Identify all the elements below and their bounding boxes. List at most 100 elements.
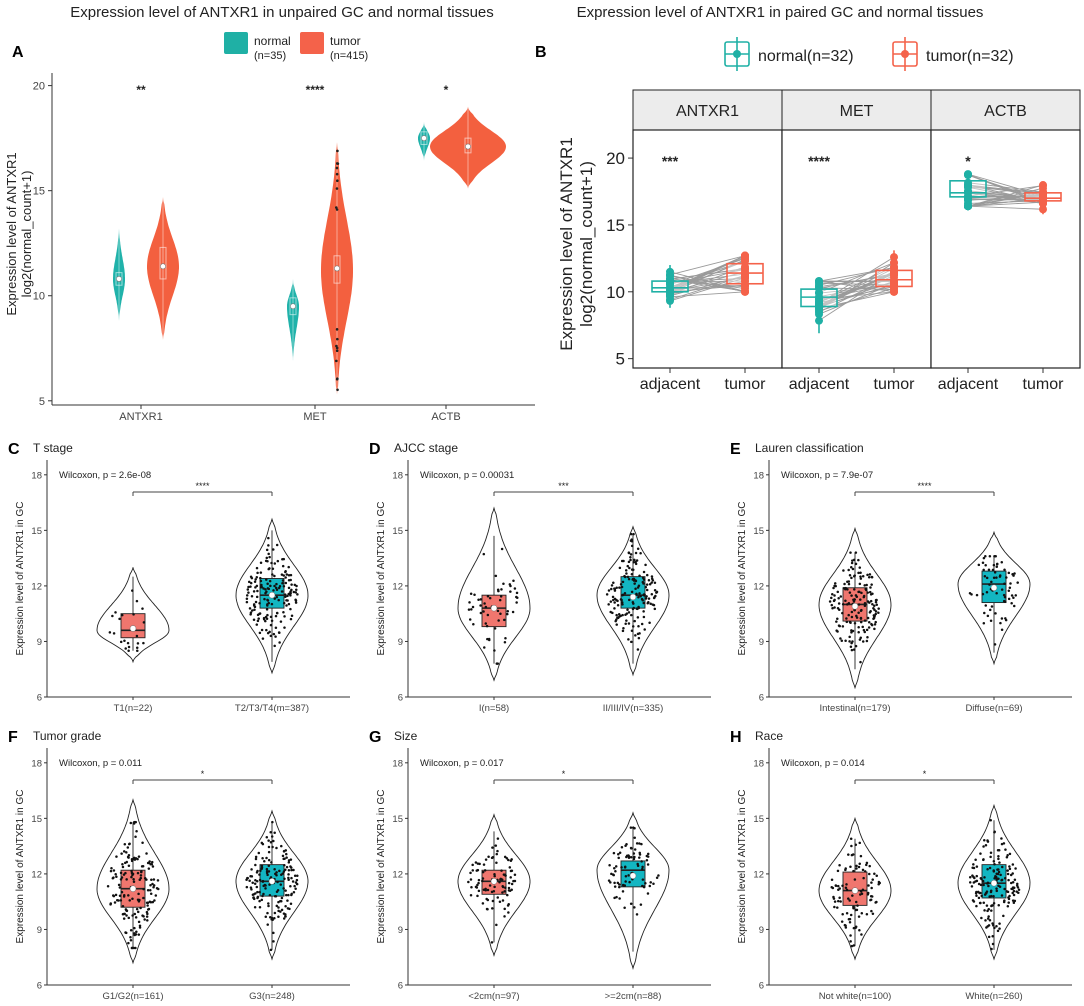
data-point-1 [988,583,991,586]
data-point-1 [282,917,286,920]
data-point-0 [157,887,160,891]
data-point-1 [982,556,986,560]
data-point-1 [648,884,652,888]
data-point-1 [264,887,267,890]
data-point-0 [871,912,875,916]
data-point-0 [477,878,481,882]
data-point-0 [831,886,835,890]
data-point-1 [983,611,986,615]
data-point-0 [499,877,503,881]
data-point-1 [266,599,270,602]
data-point-0 [861,868,865,872]
data-point-1 [254,600,258,604]
data-point-0 [831,606,834,610]
legend-b-tumor: tumor(n=32) [892,37,1014,71]
data-point-1 [255,880,259,883]
data-point-1 [269,840,273,844]
data-point-1 [982,622,986,625]
data-point-1 [265,870,269,873]
data-point-1 [287,876,290,880]
data-point-1 [280,573,284,576]
panel-title: AJCC stage [394,441,458,455]
a-xtick-label: ANTXR1 [119,411,162,423]
data-point-1 [631,625,635,628]
data-point-1 [983,574,987,578]
data-point-0 [833,900,837,903]
data-point-1 [613,896,616,900]
data-point-0 [855,595,859,599]
data-point-1 [266,923,269,926]
data-point-1 [289,573,293,577]
data-point-0 [849,934,852,937]
data-point-0 [854,551,858,554]
data-point-1 [285,856,288,859]
data-point-1 [630,847,633,850]
data-point-1 [1003,582,1006,585]
data-point-0 [860,933,863,936]
data-point-1 [266,873,269,877]
data-point-0 [136,649,139,652]
panel-a-ylabel-line2: log2(normal_count+1) [19,171,34,298]
data-point-1 [633,855,636,859]
data-point-1 [1002,599,1006,603]
data-point-1 [264,559,268,563]
data-point-0 [151,865,155,868]
data-point-1 [1002,842,1006,845]
data-point-1 [279,620,283,623]
data-point-0 [858,862,861,866]
normal-point-ANTXR1 [666,271,674,280]
data-point-1 [632,606,636,610]
data-point-1 [1012,893,1016,897]
data-point-1 [293,884,296,888]
ytick-label: 9 [398,637,403,648]
ytick-label: 12 [392,869,403,880]
data-point-1 [260,585,263,589]
data-point-0 [481,870,485,874]
data-point-0 [857,865,861,869]
data-point-0 [122,895,126,898]
data-point-0 [506,904,510,907]
mean-marker-0 [490,878,498,885]
data-point-1 [636,632,640,636]
data-point-1 [975,865,979,868]
data-point-0 [119,871,123,875]
data-point-1 [627,638,630,641]
data-point-0 [146,908,150,911]
normal-box-ANTXR1 [115,272,123,286]
data-point-0 [873,623,877,626]
data-point-1 [612,598,615,602]
data-point-1 [267,904,270,908]
data-point-0 [850,844,853,848]
data-point-1 [273,868,276,871]
data-point-0 [838,896,841,900]
data-point-1 [615,623,618,626]
data-point-1 [631,600,635,604]
data-point-1 [977,563,981,567]
data-point-1 [261,842,265,846]
data-point-1 [287,861,291,864]
data-point-1 [649,602,652,605]
tumor-box-ACTB [464,137,472,154]
normal-violin-ACTB [418,121,430,162]
data-point-1 [266,603,269,606]
data-point-1 [617,852,620,856]
data-point-0 [486,637,489,641]
data-point-0 [136,871,140,875]
data-point-0 [132,878,135,881]
data-point-0 [851,559,854,562]
data-point-1 [646,855,650,858]
data-point-0 [872,617,875,620]
a-ytick-label: 10 [33,291,45,303]
data-point-0 [870,909,873,913]
data-point-1 [277,598,280,602]
data-point-1 [1010,887,1013,891]
data-point-1 [976,890,980,894]
data-point-0 [866,635,869,639]
a-ytick-label: 20 [33,81,45,93]
significance-label: **** [195,481,210,491]
data-point-0 [112,869,116,872]
data-point-0 [135,634,139,638]
data-point-1 [1007,897,1011,901]
data-point-1 [977,896,981,900]
data-point-0 [834,884,838,887]
